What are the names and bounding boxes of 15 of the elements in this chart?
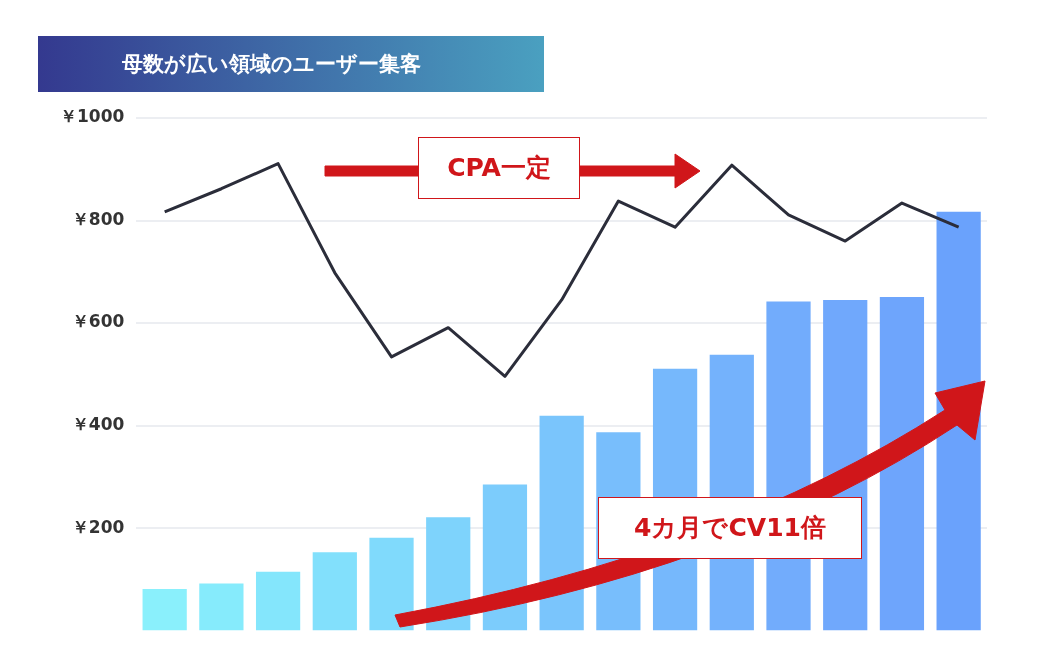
bar [539, 415, 584, 631]
y-tick-label: ￥600 [71, 311, 125, 332]
y-tick-label: ￥1000 [59, 106, 125, 127]
y-tick-label: ￥200 [71, 516, 125, 537]
bar [879, 296, 925, 631]
bar [369, 537, 414, 631]
bar [199, 583, 244, 631]
bar [312, 552, 357, 631]
chart-title: 母数が広い領域のユーザー集客 [38, 36, 544, 92]
y-tick-label: ￥800 [71, 208, 125, 229]
y-tick-label: ￥400 [71, 413, 125, 434]
bar [142, 589, 187, 631]
annotation: 4カ月でCV11倍 [598, 497, 862, 559]
bar [255, 571, 301, 631]
annotation: CPA一定 [418, 137, 580, 199]
